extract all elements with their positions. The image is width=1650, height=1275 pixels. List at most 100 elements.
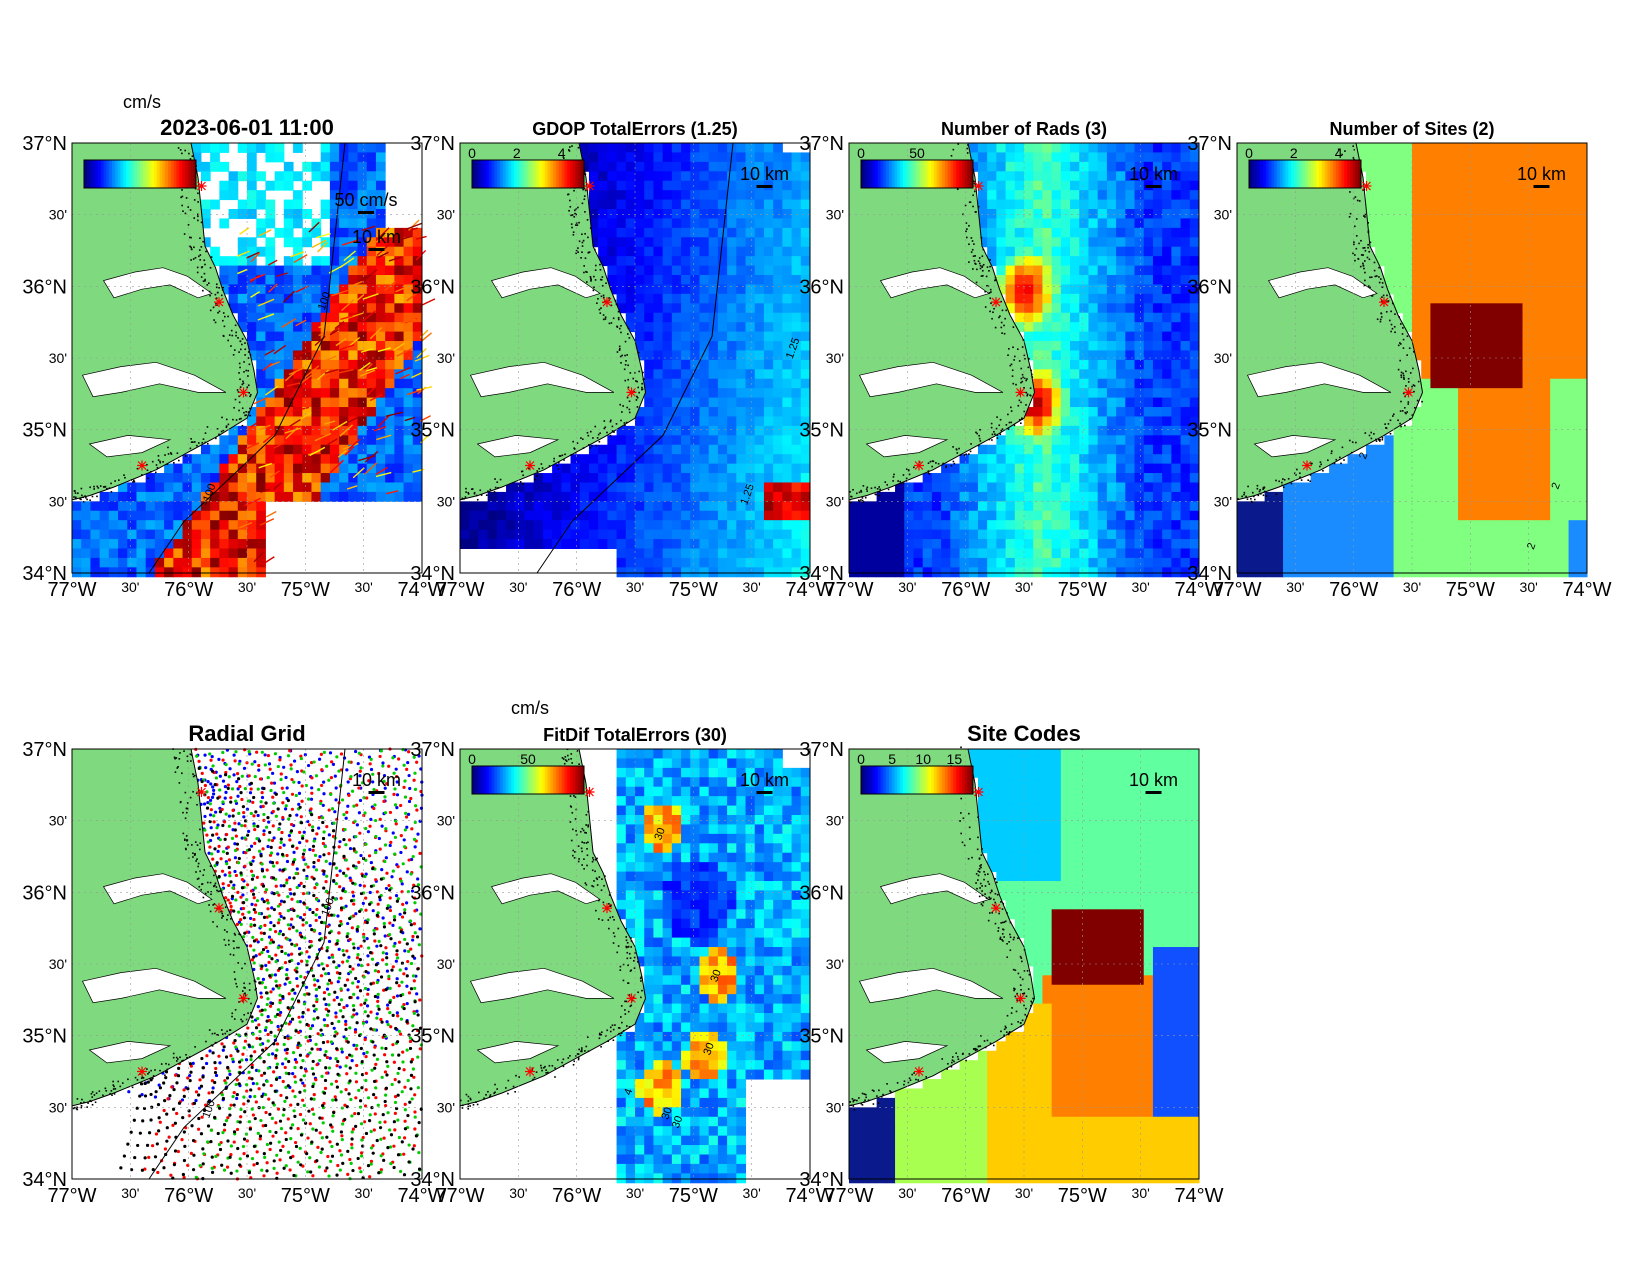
- data-cell: [1467, 359, 1477, 370]
- data-cell: [1559, 284, 1570, 295]
- colorbar-swatch: [114, 160, 119, 188]
- data-cell: [228, 275, 239, 285]
- data-cell: [1152, 275, 1163, 285]
- data-cell: [311, 454, 322, 465]
- data-cell: [849, 557, 859, 568]
- data-cell: [1393, 303, 1404, 314]
- shoreline-dot: [980, 236, 983, 239]
- data-cell: [1162, 161, 1172, 172]
- lon-tick-label: 74°W: [397, 579, 446, 601]
- data-cell: [1180, 454, 1191, 465]
- shoreline-dot: [907, 469, 910, 472]
- data-cell: [1531, 209, 1542, 219]
- data-cell: [1088, 454, 1099, 465]
- data-cell: [717, 416, 728, 427]
- data-cell: [1448, 265, 1459, 276]
- data-cell: [154, 548, 165, 559]
- data-cell: [1005, 246, 1016, 257]
- data-cell: [542, 501, 553, 512]
- shoreline-dot: [188, 236, 191, 239]
- data-cell: [1550, 161, 1560, 172]
- data-cell: [1033, 331, 1043, 342]
- data-cell: [219, 444, 230, 455]
- data-cell: [72, 529, 82, 540]
- data-cell: [800, 322, 811, 333]
- data-cell: [90, 520, 101, 531]
- data-cell: [200, 444, 211, 455]
- data-cell: [1097, 350, 1108, 361]
- shoreline-dot: [597, 433, 600, 436]
- data-cell: [791, 482, 802, 493]
- data-cell: [1051, 171, 1062, 182]
- lat-tick-label: 30': [826, 207, 844, 223]
- data-cell: [1439, 303, 1450, 314]
- data-cell: [1494, 331, 1505, 342]
- data-cell: [1448, 407, 1459, 417]
- data-cell: [348, 190, 359, 201]
- shoreline-dot: [1005, 424, 1008, 426]
- data-cell: [977, 199, 988, 210]
- data-cell: [1458, 341, 1468, 351]
- data-cell: [1384, 199, 1395, 210]
- colorbar-swatch: [866, 160, 870, 188]
- data-cell: [996, 218, 1007, 229]
- data-cell: [763, 190, 774, 201]
- shoreline-dot: [582, 239, 585, 242]
- data-cell: [1180, 350, 1191, 361]
- data-cell: [1143, 359, 1154, 370]
- data-cell: [247, 520, 257, 531]
- data-cell: [653, 473, 664, 483]
- data-cell: [625, 199, 636, 210]
- data-cell: [311, 161, 322, 172]
- data-cell: [1125, 209, 1136, 219]
- data-cell: [403, 350, 414, 361]
- data-cell: [1042, 312, 1053, 323]
- data-cell: [791, 237, 802, 248]
- data-cell: [876, 491, 887, 502]
- data-cell: [745, 501, 756, 512]
- shoreline-dot: [230, 329, 233, 332]
- shoreline-dot: [886, 484, 889, 486]
- data-cell: [717, 529, 728, 540]
- data-cell: [247, 143, 257, 153]
- data-cell: [1106, 180, 1117, 191]
- shoreline-dot: [215, 283, 218, 286]
- current-vector: [253, 397, 268, 405]
- depth-contour: [148, 142, 346, 574]
- data-cell: [653, 341, 664, 351]
- data-cell: [800, 265, 811, 276]
- shoreline-dot: [1021, 418, 1023, 421]
- data-cell: [283, 227, 294, 238]
- current-vector: [369, 327, 383, 340]
- data-cell: [1476, 407, 1487, 417]
- shoreline-dot: [588, 251, 591, 253]
- data-cell: [1125, 331, 1136, 342]
- data-cell: [1522, 341, 1533, 351]
- data-cell: [118, 529, 128, 540]
- data-cell: [1171, 463, 1182, 474]
- data-cell: [791, 265, 802, 276]
- data-cell: [690, 529, 700, 540]
- data-cell: [228, 284, 239, 295]
- data-cell: [800, 312, 811, 323]
- shoreline-dot: [897, 480, 899, 482]
- data-cell: [1412, 180, 1422, 191]
- data-cell: [1060, 557, 1071, 568]
- data-cell: [1448, 322, 1459, 333]
- shoreline-dot: [585, 281, 588, 283]
- data-cell: [1476, 369, 1487, 380]
- shoreline-dot: [575, 224, 577, 226]
- shoreline-dot: [244, 414, 246, 417]
- data-cell: [72, 548, 82, 559]
- data-cell: [1134, 143, 1145, 153]
- data-cell: [1088, 237, 1099, 248]
- data-cell: [274, 171, 285, 182]
- data-cell: [274, 491, 285, 502]
- shoreline-dot: [463, 498, 465, 500]
- data-cell: [339, 341, 349, 351]
- data-cell: [200, 199, 211, 210]
- data-cell: [1540, 388, 1551, 399]
- data-cell: [1531, 161, 1542, 172]
- data-cell: [977, 218, 988, 229]
- data-cell: [1577, 171, 1588, 182]
